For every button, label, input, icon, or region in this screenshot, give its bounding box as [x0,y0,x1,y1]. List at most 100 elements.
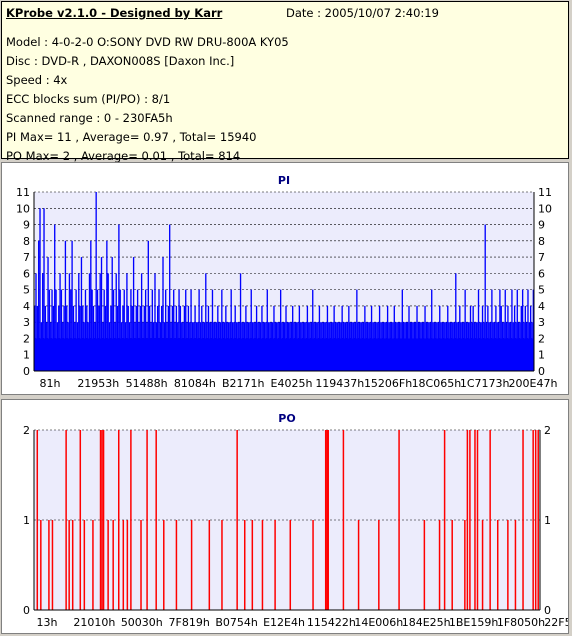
bar [357,520,360,610]
bar [306,305,309,371]
bar [298,305,301,371]
y-tick-label-left: 2 [23,332,30,345]
bar [151,289,153,371]
bar [122,305,124,371]
bar [205,273,207,371]
pi-chart-panel: PI 0 0 1 1 2 2 3 3 4 4 5 5 6 6 7 7 8 8 9 9 10 10 11 11 81h 21953h 5… [1,162,569,395]
bar [318,305,321,371]
bar [393,305,395,371]
x-tick-label: 14E006h [354,616,403,629]
po-chart: PO 0 0 1 1 2 2 13h 21010h 50030h 7F819h B0754h E12E4… [23,412,572,629]
bar [513,305,516,371]
y-tick-label-left: 4 [23,300,30,313]
x-tick-label: 115422h [307,616,356,629]
bar [65,430,67,610]
bar [158,289,160,371]
bar [58,305,60,371]
bar [102,430,105,610]
bar [148,305,151,371]
bar [122,520,125,610]
bar [52,305,55,371]
bar [154,273,156,371]
bar [54,224,56,371]
bar [464,289,466,371]
bar [119,289,121,371]
bar [481,520,484,610]
bar [356,289,358,371]
bar [292,305,294,371]
x-tick-label: 1F8050h [497,616,545,629]
bar [48,520,50,610]
bar [110,305,112,371]
bar [289,520,292,610]
bar [424,305,426,371]
bar [115,273,117,371]
x-tick-label: E4025h [271,377,313,390]
bar [161,305,163,371]
bar [171,305,174,371]
bar [51,289,53,371]
bar [39,208,41,371]
bar [59,273,61,371]
y-tick-label-left: 1 [23,349,30,362]
bar [491,289,493,371]
y-tick-label-right: 9 [538,219,545,232]
bar [71,520,74,610]
y-tick-label-right: 7 [538,251,545,264]
bar [163,520,165,610]
x-tick-label: 22F511h [544,616,568,629]
x-tick-label: E12E4h [263,616,305,629]
bar [173,289,175,371]
bar [274,520,276,610]
y-tick-label-right: 0 [538,365,545,378]
scan-date: Date : 2005/10/07 2:40:19 [286,6,439,20]
bar [261,520,264,610]
bar [459,305,461,371]
po-chart-panel: PO 0 0 1 1 2 2 13h 21010h 50030h 7F819h B0754h E12E4… [1,399,572,634]
bar [63,305,65,371]
bar [201,305,203,371]
bar [484,224,486,371]
bar [178,289,180,371]
bar [47,257,49,371]
bar [532,289,534,371]
bar [43,208,45,371]
bar [48,289,51,371]
bar [495,305,497,371]
bar [370,305,373,371]
chart-title: PI [278,174,290,187]
bar [127,305,129,371]
y-tick-label-left: 10 [16,202,30,215]
bar [386,305,389,371]
bar [251,520,254,610]
bar [84,289,87,371]
bar [185,289,187,371]
bar [273,305,275,371]
bar [131,305,133,371]
bar [130,430,132,610]
bar [500,305,502,371]
y-tick-label-left: 0 [23,604,30,617]
x-tick-label: 21010h [73,616,115,629]
bar [245,305,247,371]
bar [140,273,143,371]
bar [326,430,328,610]
bar [34,305,36,371]
bar [439,305,441,371]
bar [112,289,115,371]
bar [250,289,252,371]
bar [98,305,100,371]
y-tick-label-left: 0 [23,365,30,378]
bar [118,224,120,371]
x-tick-label: 119437h [315,377,364,390]
bar [103,289,105,371]
bar [55,289,57,371]
bar [522,430,524,610]
bar [111,257,113,371]
app-title: KProbe v2.1.0 - Designed by Karr [6,6,223,20]
y-tick-label-left: 2 [23,424,30,437]
bar [96,289,99,371]
bar [398,430,400,610]
bar [534,430,537,610]
